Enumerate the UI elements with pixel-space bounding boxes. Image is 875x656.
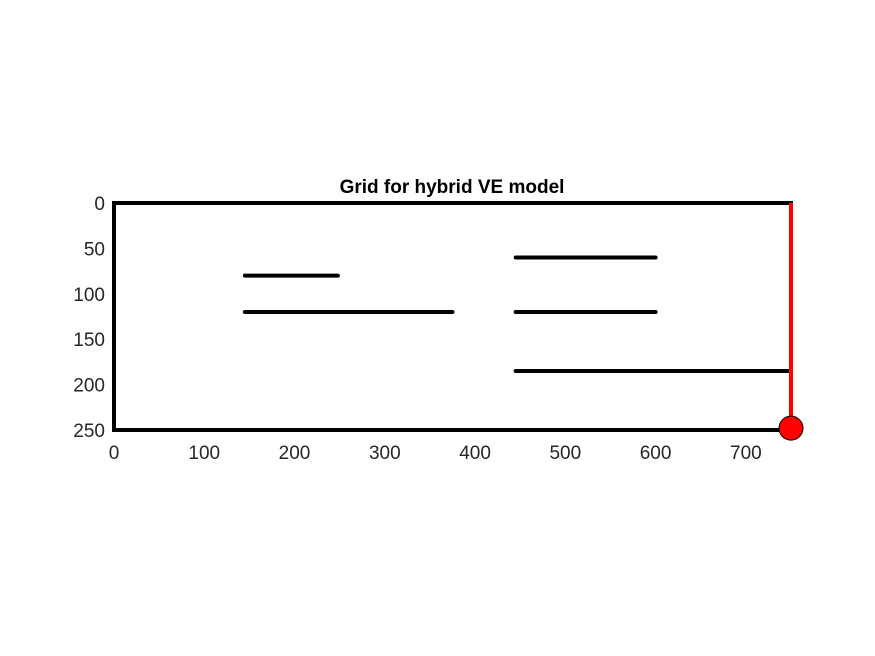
y-tick-label: 50 (84, 239, 105, 260)
y-tick-label: 100 (73, 285, 105, 306)
x-tick-label: 500 (549, 443, 581, 464)
x-tick-label: 200 (279, 443, 311, 464)
domain-boundary (112, 201, 793, 432)
y-tick-label: 250 (73, 421, 105, 442)
x-tick-label: 300 (369, 443, 401, 464)
y-tick-label: 0 (94, 194, 105, 215)
y-tick-label: 200 (73, 376, 105, 397)
y-axis-ticks: 0 50 100 150 200 250 (73, 194, 105, 442)
x-tick-label: 700 (730, 443, 762, 464)
x-tick-label: 400 (459, 443, 491, 464)
grid-segments (242, 255, 793, 373)
x-axis-ticks: 0 100 200 300 400 500 600 700 (109, 443, 762, 464)
well-marker (778, 415, 804, 441)
chart-title: Grid for hybrid VE model (340, 177, 565, 198)
x-tick-label: 600 (640, 443, 672, 464)
well (778, 203, 804, 441)
y-tick-label: 150 (73, 330, 105, 351)
x-tick-label: 100 (188, 443, 220, 464)
x-tick-label: 0 (109, 443, 120, 464)
